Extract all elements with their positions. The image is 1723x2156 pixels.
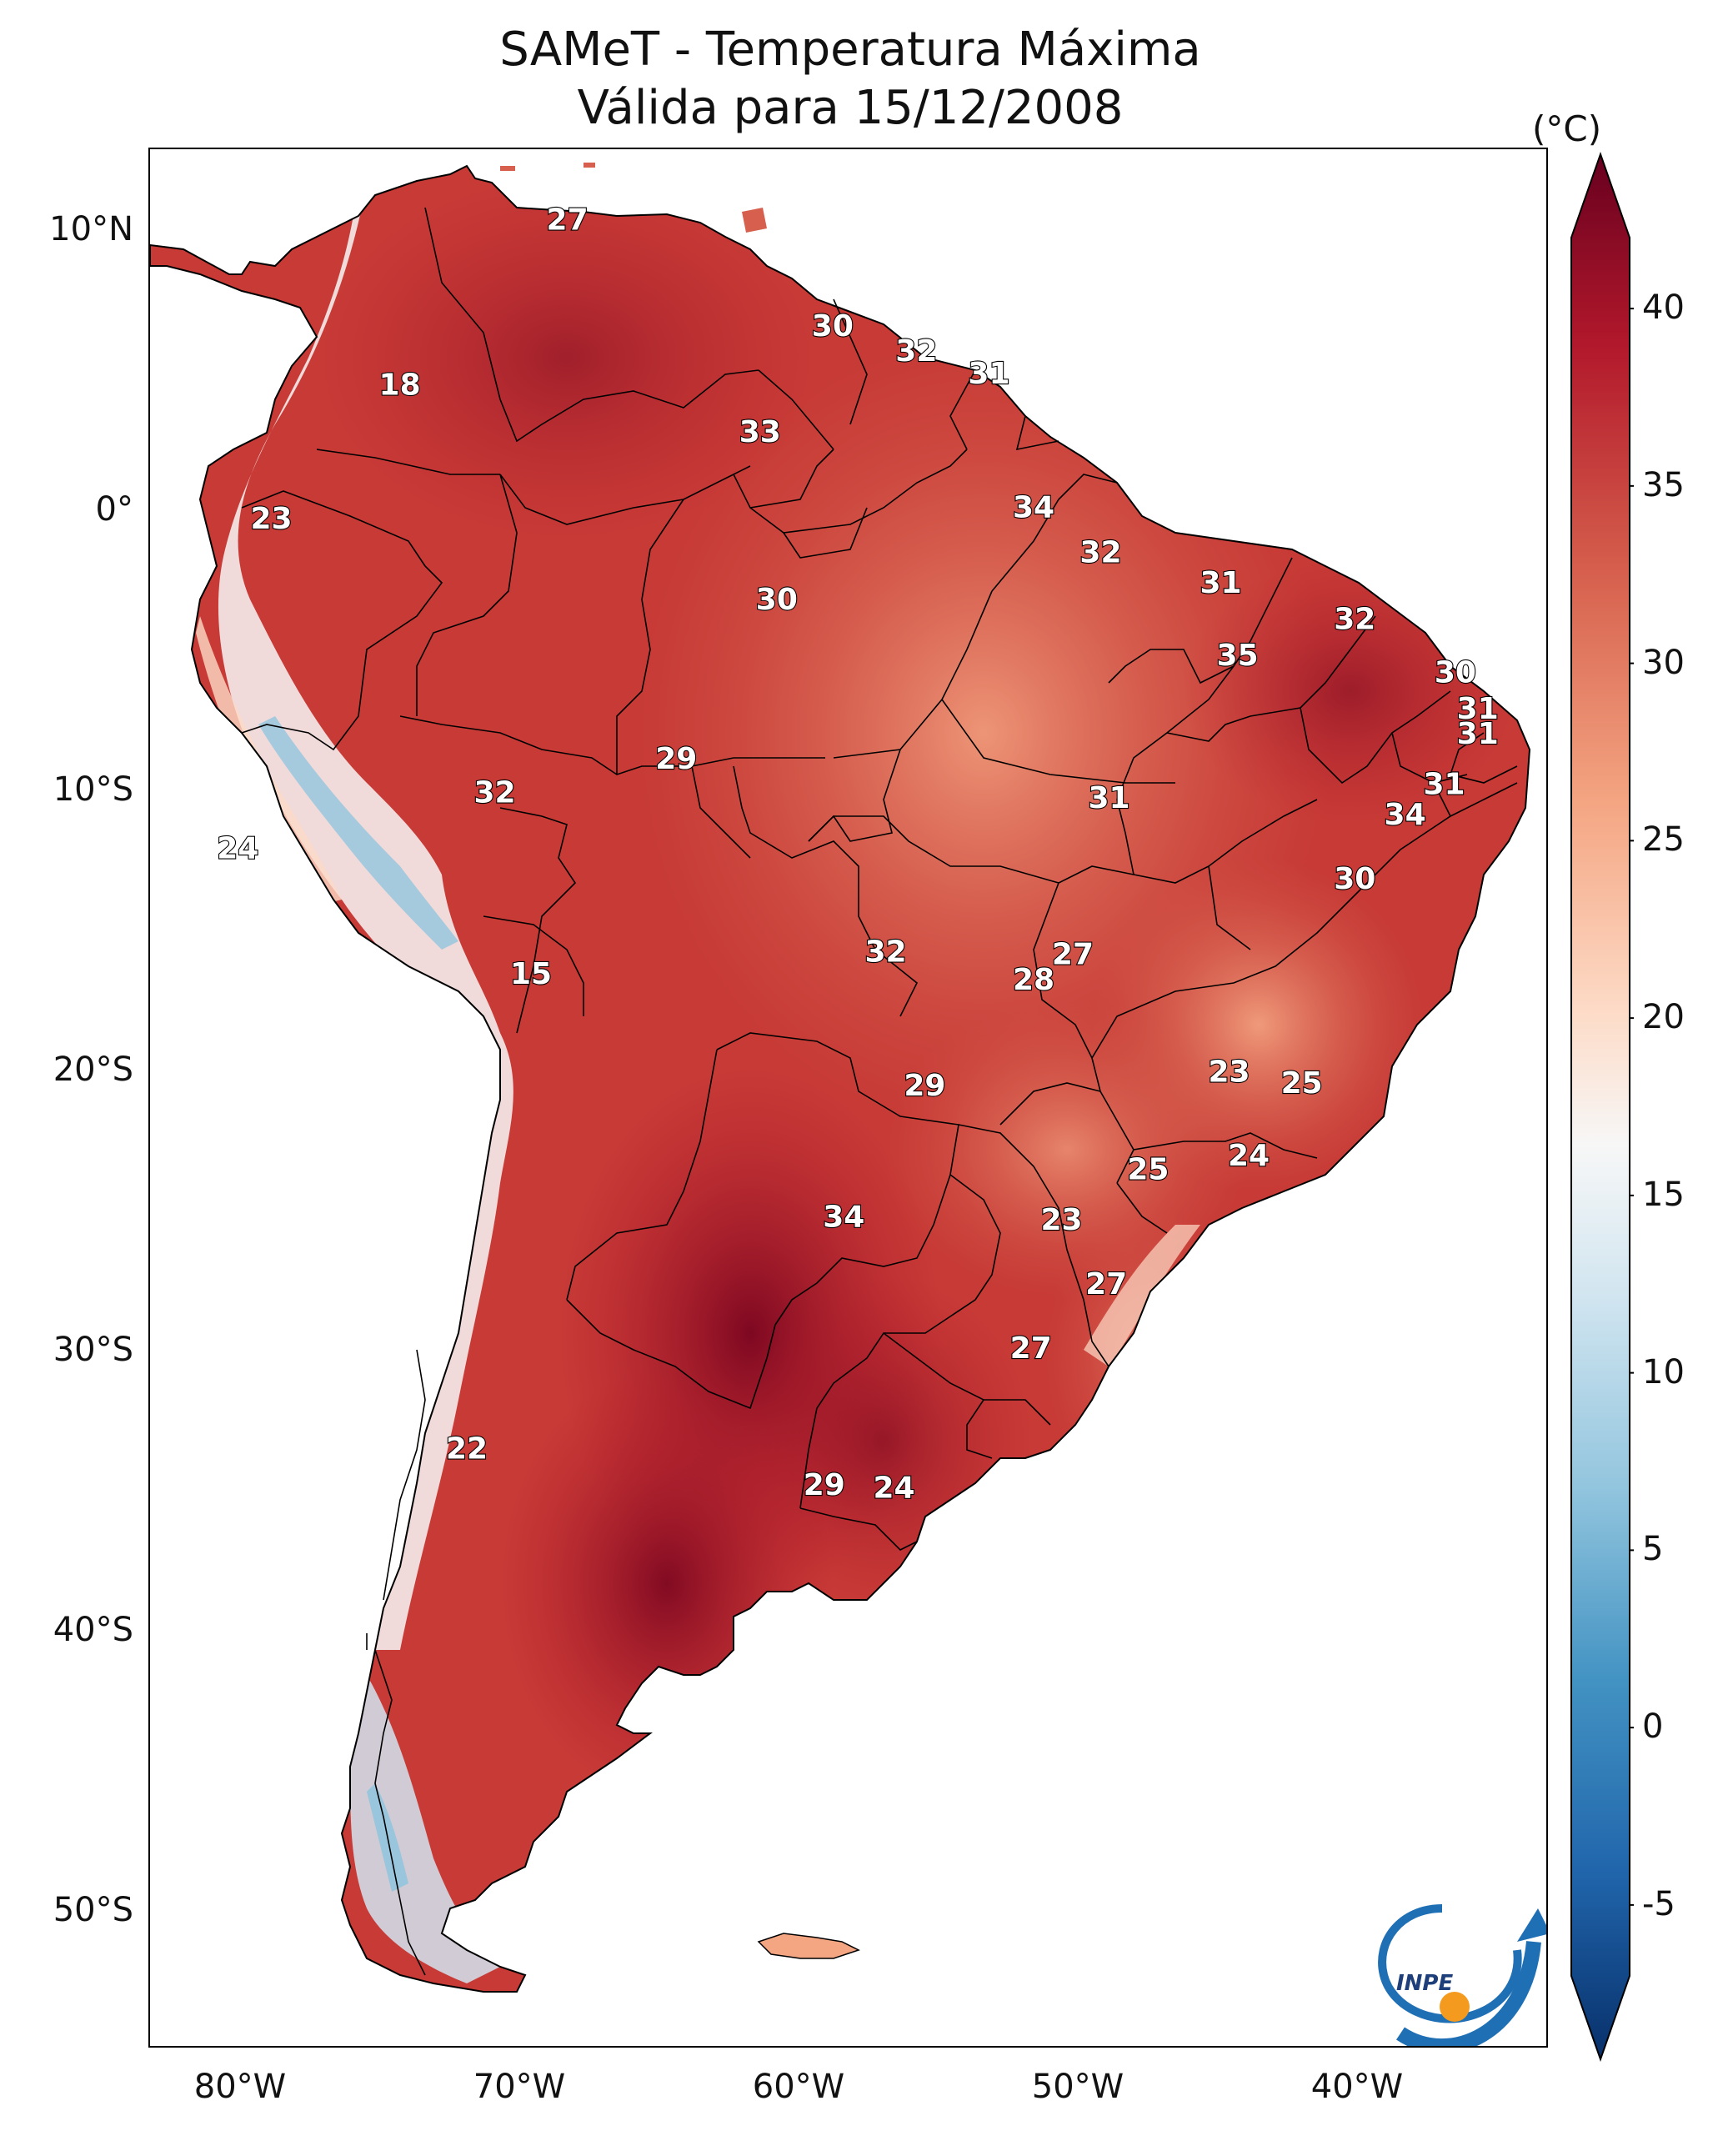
isotherm-label: 32 xyxy=(864,935,906,969)
isotherm-label: 29 xyxy=(904,1069,945,1103)
colorbar-ticks xyxy=(1630,308,1634,1906)
falkland-islands xyxy=(757,1933,860,1959)
colorbar-unit: (°C) xyxy=(1532,108,1602,149)
lat-label-50s: 50°S xyxy=(53,1891,133,1929)
lat-label-20s: 20°S xyxy=(53,1050,133,1089)
colorbar-ramp xyxy=(1570,151,1630,2063)
island-mark xyxy=(584,163,595,168)
isotherm-label: 24 xyxy=(873,1472,914,1506)
isotherm-label: 24 xyxy=(1228,1139,1270,1173)
isotherm-label: 27 xyxy=(547,203,589,238)
isotherm-label: 34 xyxy=(823,1201,864,1235)
lat-label-30s: 30°S xyxy=(53,1331,133,1369)
map-panel: 27 30 32 31 18 33 34 23 32 31 30 32 35 30 31 31 29 31 32 31… xyxy=(148,148,1548,2048)
lon-label-70w: 70°W xyxy=(473,2068,566,2106)
isotherm-label: 32 xyxy=(1079,535,1121,569)
isotherm-label: 23 xyxy=(1040,1203,1082,1237)
colorbar-tick-label: -5 xyxy=(1642,1884,1675,1923)
colorbar-tick-label: 20 xyxy=(1642,998,1685,1037)
isotherm-label: 24 xyxy=(217,831,258,865)
political-borders xyxy=(241,207,1518,1976)
isotherm-label: 27 xyxy=(1085,1267,1127,1301)
temperature-field xyxy=(196,174,1517,1983)
colorbar-tick-label: 30 xyxy=(1642,643,1685,682)
isotherm-label: 29 xyxy=(655,742,697,776)
isotherm-label: 28 xyxy=(1013,963,1054,997)
isotherm-label: 31 xyxy=(1200,566,1241,600)
lat-label-0: 0° xyxy=(95,490,133,529)
isotherm-label: 27 xyxy=(1052,938,1094,972)
isotherm-label: 22 xyxy=(446,1432,488,1467)
isotherm-label: 23 xyxy=(250,502,292,536)
island-mark xyxy=(500,166,515,171)
inpe-logo: INPE xyxy=(1378,1904,1546,2046)
caribbean-islands xyxy=(742,208,767,233)
isotherm-label: 15 xyxy=(510,957,552,991)
isotherm-label: 25 xyxy=(1127,1153,1169,1187)
isotherm-label: 30 xyxy=(812,309,854,343)
isotherm-label: 30 xyxy=(1435,655,1476,689)
isotherm-label: 31 xyxy=(1088,781,1129,815)
isotherm-label: 31 xyxy=(1423,767,1465,801)
logo-text: INPE xyxy=(1396,1971,1453,1996)
logo-arrow-arc xyxy=(1396,1941,1541,2046)
isotherm-label: 31 xyxy=(968,357,1009,391)
isotherm-label: 18 xyxy=(379,368,421,402)
lon-label-60w: 60°W xyxy=(752,2068,845,2106)
isotherm-label: 35 xyxy=(1217,639,1259,673)
isotherm-label: 33 xyxy=(739,415,781,449)
isotherm-label: 30 xyxy=(1334,862,1375,896)
isotherm-label: 31 xyxy=(1457,692,1499,726)
lon-label-40w: 40°W xyxy=(1310,2068,1404,2106)
colorbar-tick-label: 15 xyxy=(1642,1175,1685,1214)
lat-label-40s: 40°S xyxy=(53,1611,133,1649)
isotherm-label: 27 xyxy=(1010,1331,1052,1366)
colorbar-tick-label: 25 xyxy=(1642,820,1685,860)
logo-swoosh xyxy=(1378,1904,1522,2023)
colorbar-tick-label: 10 xyxy=(1642,1352,1685,1391)
isotherm-label: 32 xyxy=(895,334,937,369)
colorbar-tick-label: 5 xyxy=(1642,1530,1664,1569)
logo-arrow-head xyxy=(1517,1908,1546,1942)
colorbar-tick-label: 0 xyxy=(1642,1707,1664,1747)
colorbar-tick-label: 35 xyxy=(1642,465,1685,504)
isotherm-label: 31 xyxy=(1457,717,1499,751)
lon-label-50w: 50°W xyxy=(1031,2068,1124,2106)
lon-label-80w: 80°W xyxy=(193,2068,287,2106)
isotherm-label: 32 xyxy=(473,775,515,810)
map-subtitle: Válida para 15/12/2008 xyxy=(577,81,1124,135)
isotherm-label: 29 xyxy=(804,1468,845,1502)
colorbar xyxy=(1570,151,1634,2063)
isotherm-label: 30 xyxy=(756,583,798,617)
coastline xyxy=(150,164,1531,1993)
isotherm-label: 25 xyxy=(1281,1066,1323,1101)
colorbar-tick-label: 40 xyxy=(1642,288,1685,328)
isotherm-label: 32 xyxy=(1334,603,1375,637)
lat-label-10n: 10°N xyxy=(49,210,133,248)
lat-label-10s: 10°S xyxy=(53,770,133,809)
map-title: SAMeT - Temperatura Máxima xyxy=(499,23,1201,77)
isotherm-label: 34 xyxy=(1385,798,1426,832)
isotherm-label: 34 xyxy=(1013,491,1054,525)
logo-dot xyxy=(1440,1992,1470,2022)
isotherm-label: 23 xyxy=(1208,1055,1250,1089)
